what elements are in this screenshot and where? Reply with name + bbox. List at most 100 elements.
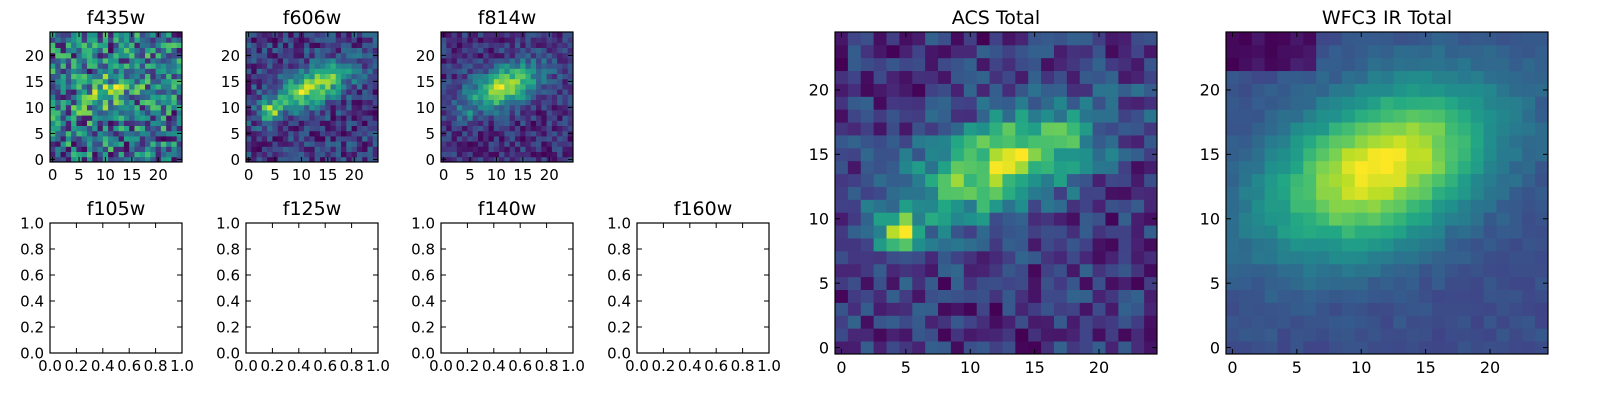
heatmap-cell <box>123 73 130 80</box>
x-tick-label: 0.6 <box>508 357 532 375</box>
heatmap-cell <box>1002 122 1016 136</box>
heatmap-cell <box>256 115 263 121</box>
heatmap-cell <box>530 52 537 59</box>
heatmap-cell <box>1470 32 1484 46</box>
heatmap-cell <box>567 73 574 80</box>
heatmap-cell <box>160 136 167 142</box>
heatmap-cell <box>118 63 125 69</box>
heatmap-cell <box>1131 70 1145 84</box>
heatmap-cell <box>1303 70 1317 84</box>
heatmap-cell <box>314 99 321 106</box>
heatmap-cell <box>288 63 294 69</box>
heatmap-cell <box>488 42 495 48</box>
heatmap-cell <box>562 136 569 142</box>
heatmap-cell <box>1303 212 1317 226</box>
heatmap-cell <box>551 42 558 48</box>
heatmap-cell <box>925 32 939 46</box>
heatmap-cell <box>1277 238 1291 252</box>
heatmap-cell <box>1406 302 1420 316</box>
heatmap-cell <box>504 99 511 106</box>
heatmap-cell <box>1028 315 1042 329</box>
heatmap-cell <box>504 63 511 69</box>
y-tick-label: 0.0 <box>216 344 240 362</box>
heatmap-cell <box>155 115 162 121</box>
heatmap-cell <box>1251 328 1266 342</box>
heatmap-cell <box>1470 315 1484 329</box>
heatmap-cell <box>145 130 151 137</box>
heatmap-cell <box>86 94 93 100</box>
heatmap-cell <box>546 146 553 152</box>
x-tick-label: 0.4 <box>678 357 702 375</box>
heatmap-cell <box>1041 147 1055 162</box>
heatmap-cell <box>71 32 77 38</box>
heatmap-cell <box>372 63 379 69</box>
heatmap-cell <box>362 99 368 106</box>
heatmap-cell <box>1457 83 1472 97</box>
heatmap-cell <box>1131 212 1145 226</box>
heatmap-cell <box>282 68 289 74</box>
heatmap-cell <box>1105 289 1119 303</box>
heatmap-cell <box>477 37 484 43</box>
heatmap-cell <box>499 78 505 85</box>
heatmap-cell <box>925 109 939 123</box>
y-tick-label: 15 <box>416 73 435 91</box>
heatmap-cell <box>976 225 990 239</box>
heatmap-cell <box>65 120 72 126</box>
heatmap-cell <box>171 84 178 90</box>
heatmap-cell <box>1251 70 1266 84</box>
heatmap-cell <box>1238 147 1253 162</box>
heatmap-cell <box>477 42 484 48</box>
heatmap-cell <box>467 68 474 74</box>
y-tick-label: 1.0 <box>216 214 240 232</box>
y-tick-label: 15 <box>25 73 44 91</box>
heatmap-cell <box>1432 276 1446 290</box>
heatmap-cell <box>488 130 495 137</box>
heatmap-cell <box>886 315 900 329</box>
heatmap-cell <box>925 160 939 175</box>
heatmap-cell <box>886 289 900 303</box>
heatmap-cell <box>65 115 72 121</box>
heatmap-cell <box>1144 173 1158 187</box>
heatmap-cell <box>989 57 1003 72</box>
heatmap-cell <box>546 110 553 116</box>
heatmap-cell <box>134 115 141 121</box>
heatmap-cell <box>1406 173 1420 187</box>
heatmap-cell <box>1419 199 1433 213</box>
heatmap-cell <box>1419 32 1433 46</box>
heatmap-cell <box>76 136 83 142</box>
heatmap-cell <box>102 68 109 74</box>
heatmap-cell <box>467 84 474 90</box>
heatmap-cell <box>256 37 263 43</box>
heatmap-cell <box>1406 147 1420 162</box>
heatmap-cell <box>873 315 887 329</box>
heatmap-cell <box>1393 147 1407 162</box>
heatmap-cell <box>1131 238 1145 252</box>
heatmap-cell <box>446 125 452 132</box>
heatmap-cell <box>1028 96 1042 110</box>
heatmap-cell <box>81 120 88 126</box>
heatmap-cell <box>1535 173 1549 187</box>
heatmap-cell <box>499 130 505 137</box>
heatmap-cell <box>277 125 284 132</box>
heatmap-cell <box>441 42 447 48</box>
heatmap-cell <box>55 141 61 147</box>
heatmap-cell <box>1053 328 1068 342</box>
heatmap-cell <box>55 110 61 116</box>
heatmap-cell <box>462 84 468 90</box>
heatmap-cell <box>50 151 56 158</box>
heatmap-cell <box>267 146 273 152</box>
heatmap-cell <box>1053 122 1068 136</box>
heatmap-cell <box>346 141 352 147</box>
heatmap-cell <box>509 110 516 116</box>
heatmap-cell <box>1341 302 1356 316</box>
heatmap-cell <box>166 130 172 137</box>
heatmap-cell <box>65 99 72 106</box>
heatmap-cell <box>1066 160 1081 175</box>
heatmap-cell <box>362 73 368 80</box>
heatmap-cell <box>367 37 374 43</box>
heatmap-cell <box>134 73 141 80</box>
heatmap-cell <box>557 136 563 142</box>
heatmap-cell <box>1444 96 1459 110</box>
heatmap-cell <box>520 58 526 64</box>
heatmap-cell <box>86 89 93 95</box>
